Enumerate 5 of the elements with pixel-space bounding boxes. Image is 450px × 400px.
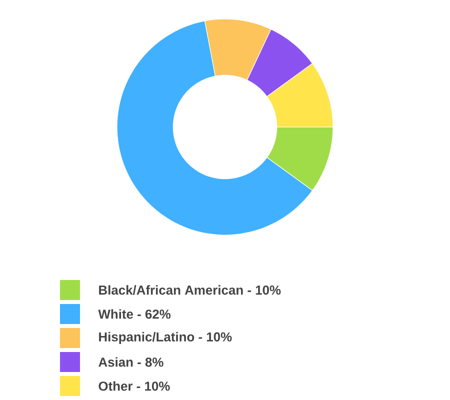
legend-label: Black/African American - 10% xyxy=(99,285,281,295)
legend-label: Hispanic/Latino - 10% xyxy=(99,332,232,344)
legend-label: Asian - 8% xyxy=(98,357,164,367)
legend-label: Other - 10% xyxy=(98,381,170,391)
legend-label: White - 62% xyxy=(98,309,171,319)
